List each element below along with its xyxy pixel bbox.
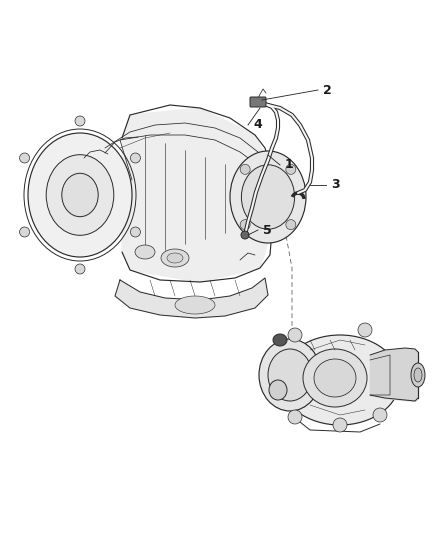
Text: 1: 1 xyxy=(285,158,294,172)
Ellipse shape xyxy=(303,349,367,407)
Text: 4: 4 xyxy=(253,118,262,132)
Circle shape xyxy=(288,410,302,424)
Text: 3: 3 xyxy=(331,179,339,191)
Ellipse shape xyxy=(280,335,400,425)
Circle shape xyxy=(358,323,372,337)
Text: 5: 5 xyxy=(263,223,272,237)
Ellipse shape xyxy=(268,349,312,401)
Ellipse shape xyxy=(131,227,141,237)
Ellipse shape xyxy=(131,153,141,163)
Circle shape xyxy=(333,418,347,432)
Ellipse shape xyxy=(411,363,425,387)
Circle shape xyxy=(373,408,387,422)
Ellipse shape xyxy=(20,153,30,163)
Ellipse shape xyxy=(28,133,132,257)
Circle shape xyxy=(240,164,250,174)
Ellipse shape xyxy=(314,359,356,397)
Ellipse shape xyxy=(259,339,321,411)
Ellipse shape xyxy=(273,334,287,346)
Ellipse shape xyxy=(62,173,98,217)
Ellipse shape xyxy=(135,245,155,259)
Ellipse shape xyxy=(46,178,74,212)
Ellipse shape xyxy=(46,155,114,235)
Polygon shape xyxy=(122,108,272,282)
Ellipse shape xyxy=(20,227,30,237)
Ellipse shape xyxy=(75,264,85,274)
Polygon shape xyxy=(115,278,268,318)
FancyBboxPatch shape xyxy=(250,97,266,107)
Circle shape xyxy=(288,328,302,342)
Text: 2: 2 xyxy=(323,84,332,96)
Ellipse shape xyxy=(414,368,422,382)
Ellipse shape xyxy=(269,380,287,400)
Ellipse shape xyxy=(75,116,85,126)
Ellipse shape xyxy=(241,165,295,229)
Ellipse shape xyxy=(175,296,215,314)
Circle shape xyxy=(241,231,249,239)
Circle shape xyxy=(240,220,250,230)
Ellipse shape xyxy=(230,151,306,243)
Circle shape xyxy=(286,220,296,230)
Ellipse shape xyxy=(161,249,189,267)
Circle shape xyxy=(286,164,296,174)
Ellipse shape xyxy=(167,253,183,263)
